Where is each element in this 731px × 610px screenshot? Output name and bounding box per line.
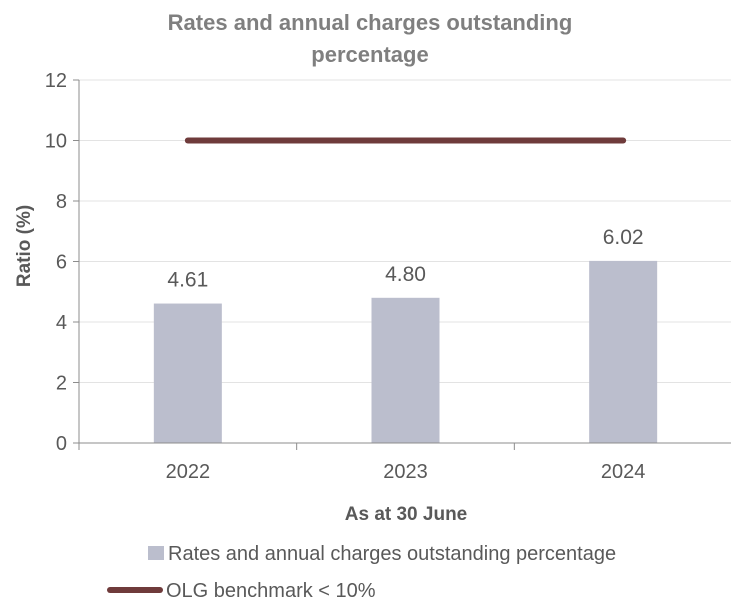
y-tick-label: 2 — [56, 373, 67, 395]
bar — [589, 260, 658, 443]
x-tick-label: 2024 — [601, 461, 646, 483]
y-tick-label: 4 — [56, 312, 67, 334]
y-tick-label: 8 — [56, 191, 67, 213]
y-tick-label: 12 — [45, 70, 67, 92]
axes: 0 2 4 6 8 10 12 2022 2023 2024 — [45, 70, 731, 483]
chart-title-line-1: Rates and annual charges outstanding — [168, 10, 573, 35]
bar — [153, 303, 222, 443]
y-tick-label: 6 — [56, 252, 67, 274]
bar-data-label: 6.02 — [603, 226, 644, 249]
bars — [153, 260, 658, 443]
legend: Rates and annual charges outstanding per… — [107, 543, 616, 602]
y-axis-title: Ratio (%) — [14, 205, 35, 287]
legend-label-bar: Rates and annual charges outstanding per… — [168, 543, 616, 565]
legend-swatch-bar — [148, 546, 164, 560]
x-tick-label: 2023 — [383, 461, 428, 483]
data-labels: 4.61 4.80 6.02 — [167, 226, 643, 292]
chart-title-line-2: percentage — [311, 42, 428, 67]
legend-label-line: OLG benchmark < 10% — [166, 580, 376, 602]
x-tick-label: 2022 — [166, 461, 211, 483]
y-tick-label: 10 — [45, 131, 67, 153]
bar — [371, 297, 440, 443]
bar-data-label: 4.61 — [167, 269, 208, 292]
bar-data-label: 4.80 — [385, 263, 426, 286]
y-tick-label: 0 — [56, 433, 67, 455]
x-axis-title: As at 30 June — [345, 504, 468, 525]
